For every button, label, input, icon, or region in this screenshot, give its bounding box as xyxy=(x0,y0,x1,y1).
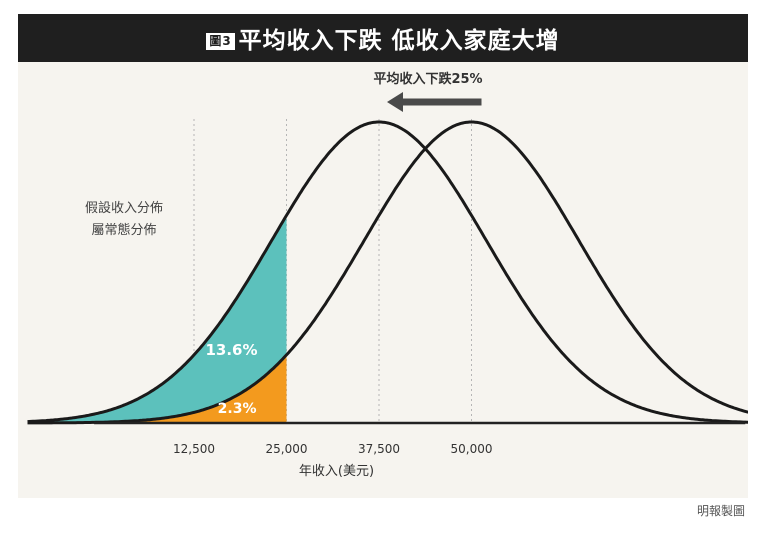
chart-title-text: 平均收入下跌 低收入家庭大增 xyxy=(238,28,560,54)
arrow-annotation-label: 平均收入下跌25% xyxy=(373,71,482,87)
figure-number-badge: 圖3 xyxy=(206,33,235,50)
chart-canvas: 13.6% 2.3% 12,500 25,000 37,500 50,000 年收入(美元)… xyxy=(27,71,748,479)
shaded-region-orange xyxy=(27,354,287,423)
source-note: 明報製圖 xyxy=(696,504,745,518)
distribution-curve-1 xyxy=(27,120,748,424)
x-tick-label-0: 12,500 xyxy=(173,442,215,456)
chart-figure: 13.6% 2.3% 12,500 25,000 37,500 50,000 年收入(美元)… xyxy=(18,14,748,498)
label-teal-percent: 13.6% xyxy=(205,341,257,359)
x-tick-label-2: 37,500 xyxy=(358,442,400,456)
x-tick-label-3: 50,000 xyxy=(451,442,493,456)
assumption-note-line-2: 屬常態分佈 xyxy=(91,222,156,238)
chart-title: 圖3 平均收入下跌 低收入家庭大增 xyxy=(206,21,559,55)
x-tick-label-1: 25,000 xyxy=(266,442,308,456)
label-orange-percent: 2.3% xyxy=(218,401,257,417)
shaded-region-teal xyxy=(27,215,287,423)
distribution-curve-2 xyxy=(27,120,748,425)
x-axis-title: 年收入(美元) xyxy=(299,464,374,479)
assumption-note-line-1: 假設收入分佈 xyxy=(85,200,163,216)
arrow-head xyxy=(387,92,403,112)
title-bar: 圖3 平均收入下跌 低收入家庭大增 xyxy=(18,14,748,62)
